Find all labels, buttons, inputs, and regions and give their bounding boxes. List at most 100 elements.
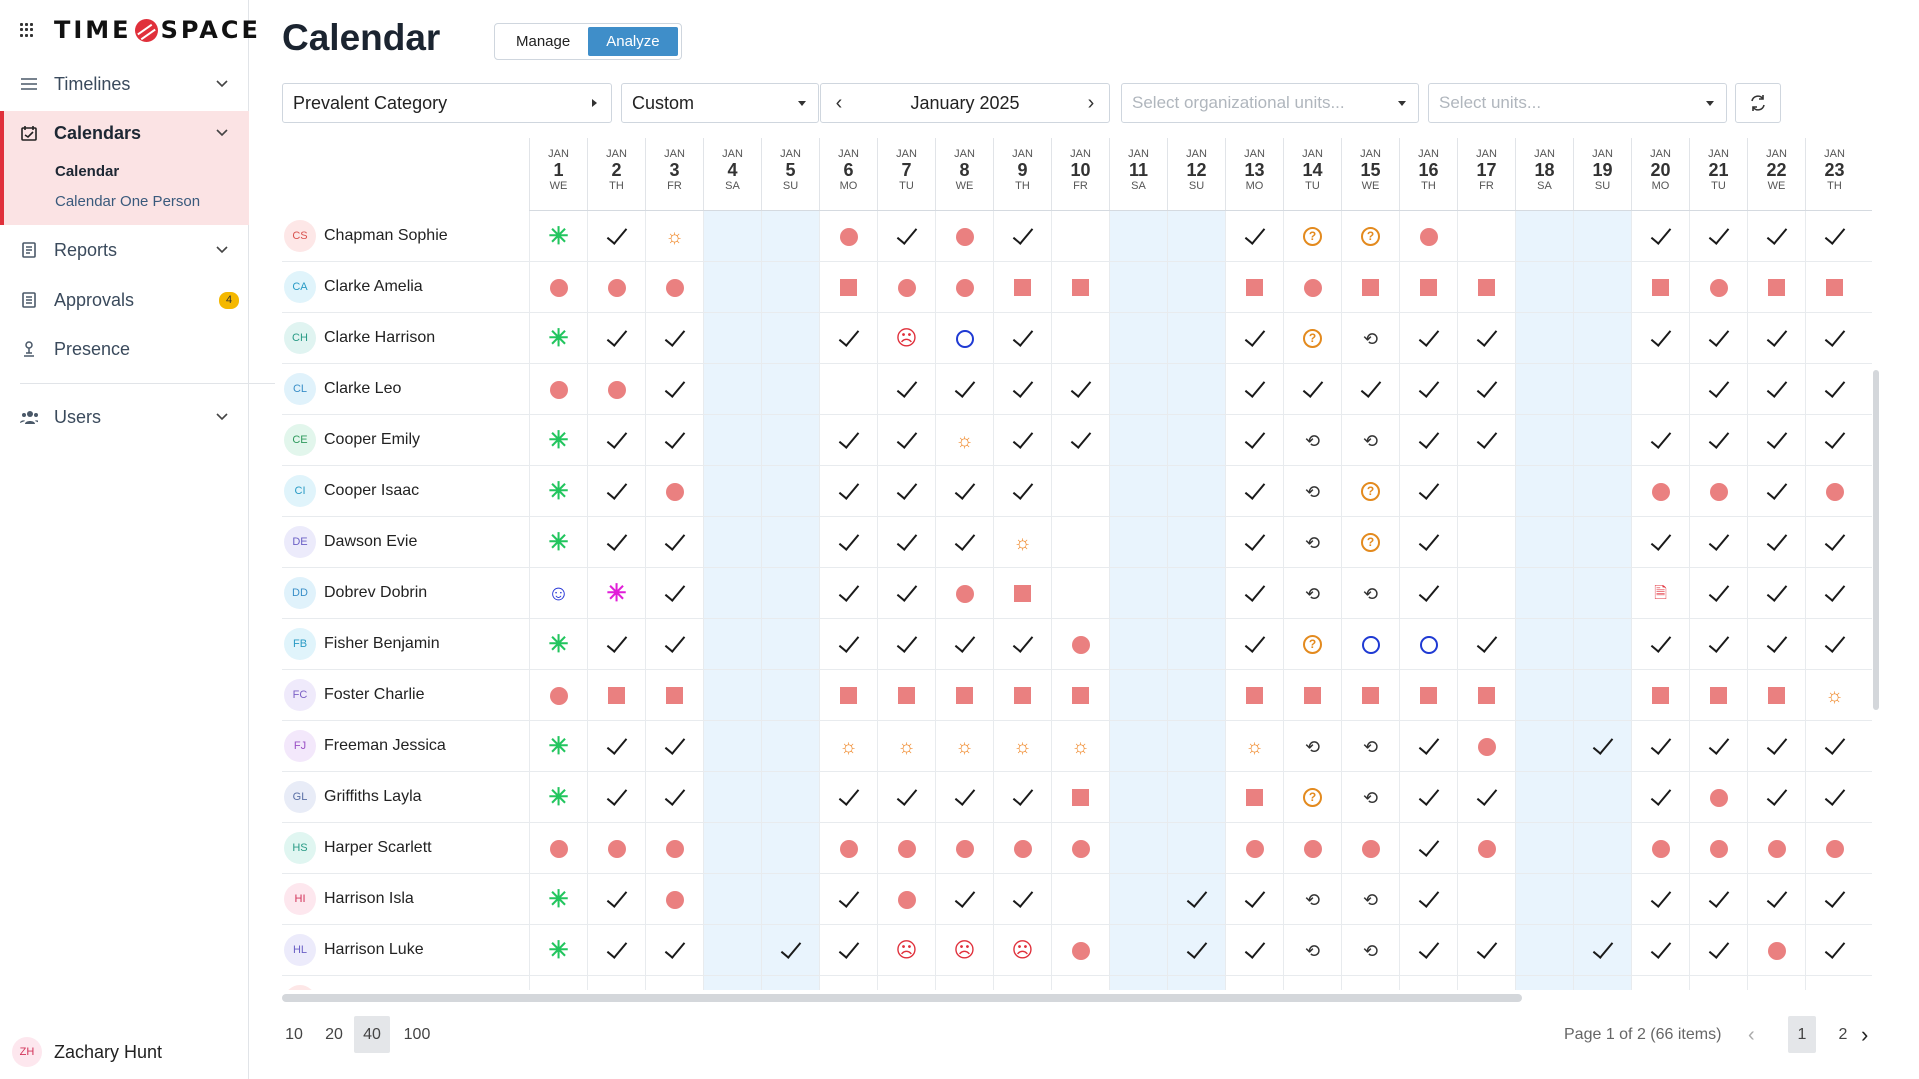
day-cell[interactable]	[645, 976, 703, 990]
nav-approvals[interactable]: Approvals 4	[0, 278, 249, 322]
day-cell[interactable]	[1167, 721, 1225, 772]
day-cell[interactable]	[761, 874, 819, 925]
day-cell[interactable]	[645, 874, 703, 925]
day-cell[interactable]	[1399, 925, 1457, 976]
day-cell[interactable]	[761, 262, 819, 313]
day-cell[interactable]	[1631, 619, 1689, 670]
day-cell[interactable]	[1805, 721, 1863, 772]
day-cell[interactable]	[877, 364, 935, 415]
day-cell[interactable]	[1689, 313, 1747, 364]
day-cell[interactable]: ✳	[529, 517, 587, 568]
day-cell[interactable]	[703, 517, 761, 568]
day-cell[interactable]	[1573, 874, 1631, 925]
day-cell[interactable]	[1515, 670, 1573, 721]
day-cell[interactable]	[1747, 925, 1805, 976]
day-cell[interactable]	[1225, 976, 1283, 990]
day-cell[interactable]	[1225, 415, 1283, 466]
nav-reports[interactable]: Reports	[0, 228, 249, 272]
day-cell[interactable]	[1225, 925, 1283, 976]
day-cell[interactable]	[761, 415, 819, 466]
day-cell[interactable]	[1457, 874, 1515, 925]
day-cell[interactable]	[587, 721, 645, 772]
day-cell[interactable]	[993, 874, 1051, 925]
day-cell[interactable]	[1457, 262, 1515, 313]
day-cell[interactable]: ✳	[529, 211, 587, 262]
day-cell[interactable]	[1805, 313, 1863, 364]
day-cell[interactable]	[1225, 211, 1283, 262]
day-cell[interactable]	[1399, 670, 1457, 721]
category-select[interactable]: Prevalent Category	[282, 83, 612, 123]
day-cell[interactable]: ?	[1283, 211, 1341, 262]
day-cell[interactable]	[761, 619, 819, 670]
day-cell[interactable]	[1109, 517, 1167, 568]
day-cell[interactable]: ☼	[1805, 670, 1863, 721]
person-name[interactable]: Clarke Harrison	[324, 329, 436, 346]
day-cell[interactable]	[761, 772, 819, 823]
day-cell[interactable]	[1399, 976, 1457, 990]
day-cell[interactable]	[935, 364, 993, 415]
day-cell[interactable]	[935, 772, 993, 823]
day-cell[interactable]	[703, 976, 761, 990]
day-cell[interactable]	[1399, 211, 1457, 262]
day-cell[interactable]	[1399, 517, 1457, 568]
day-cell[interactable]	[1805, 466, 1863, 517]
day-cell[interactable]	[1631, 772, 1689, 823]
day-cell[interactable]	[1051, 313, 1109, 364]
day-cell[interactable]	[761, 925, 819, 976]
day-cell[interactable]	[703, 823, 761, 874]
day-cell[interactable]	[1051, 670, 1109, 721]
day-cell[interactable]	[1457, 415, 1515, 466]
day-cell[interactable]: ✳	[529, 415, 587, 466]
day-cell[interactable]	[1051, 415, 1109, 466]
day-cell[interactable]	[1515, 874, 1573, 925]
prev-month-icon[interactable]: ‹	[835, 92, 843, 114]
day-cell[interactable]	[587, 364, 645, 415]
day-cell[interactable]	[1109, 364, 1167, 415]
day-cell[interactable]	[877, 874, 935, 925]
day-cell[interactable]	[819, 823, 877, 874]
day-cell[interactable]: ⟲	[1283, 976, 1341, 990]
day-cell[interactable]	[1051, 262, 1109, 313]
day-cell[interactable]	[1051, 925, 1109, 976]
page-size-option[interactable]: 40	[354, 1016, 390, 1053]
day-cell[interactable]: ☹	[935, 925, 993, 976]
day-cell[interactable]	[1051, 211, 1109, 262]
day-cell[interactable]	[1747, 568, 1805, 619]
day-cell[interactable]	[1109, 772, 1167, 823]
person-name[interactable]: Freeman Jessica	[324, 737, 446, 754]
day-cell[interactable]	[1631, 262, 1689, 313]
day-cell[interactable]	[1573, 313, 1631, 364]
range-select[interactable]: Custom	[621, 83, 819, 123]
day-cell[interactable]	[1573, 517, 1631, 568]
day-cell[interactable]	[1515, 568, 1573, 619]
day-cell[interactable]	[1457, 211, 1515, 262]
day-cell[interactable]	[1457, 466, 1515, 517]
page-size-option[interactable]: 10	[285, 1025, 303, 1043]
day-cell[interactable]	[1167, 364, 1225, 415]
day-cell[interactable]	[1225, 517, 1283, 568]
day-cell[interactable]	[703, 313, 761, 364]
day-cell[interactable]: ☼	[993, 517, 1051, 568]
day-cell[interactable]	[1225, 262, 1283, 313]
day-cell[interactable]	[1573, 772, 1631, 823]
day-cell[interactable]	[1109, 619, 1167, 670]
day-cell[interactable]	[587, 823, 645, 874]
day-cell[interactable]	[1167, 925, 1225, 976]
day-cell[interactable]	[819, 517, 877, 568]
day-cell[interactable]	[703, 619, 761, 670]
day-cell[interactable]	[1631, 211, 1689, 262]
day-cell[interactable]	[993, 313, 1051, 364]
person-name[interactable]: Foster Charlie	[324, 686, 425, 703]
day-cell[interactable]	[1747, 670, 1805, 721]
day-cell[interactable]	[1515, 262, 1573, 313]
day-cell[interactable]	[1457, 619, 1515, 670]
day-cell[interactable]	[1457, 568, 1515, 619]
day-cell[interactable]	[1515, 211, 1573, 262]
day-cell[interactable]	[1689, 823, 1747, 874]
day-cell[interactable]	[645, 619, 703, 670]
day-cell[interactable]: ✳	[529, 619, 587, 670]
day-cell[interactable]	[1805, 364, 1863, 415]
day-cell[interactable]	[877, 976, 935, 990]
day-cell[interactable]	[1515, 823, 1573, 874]
day-cell[interactable]	[1167, 619, 1225, 670]
